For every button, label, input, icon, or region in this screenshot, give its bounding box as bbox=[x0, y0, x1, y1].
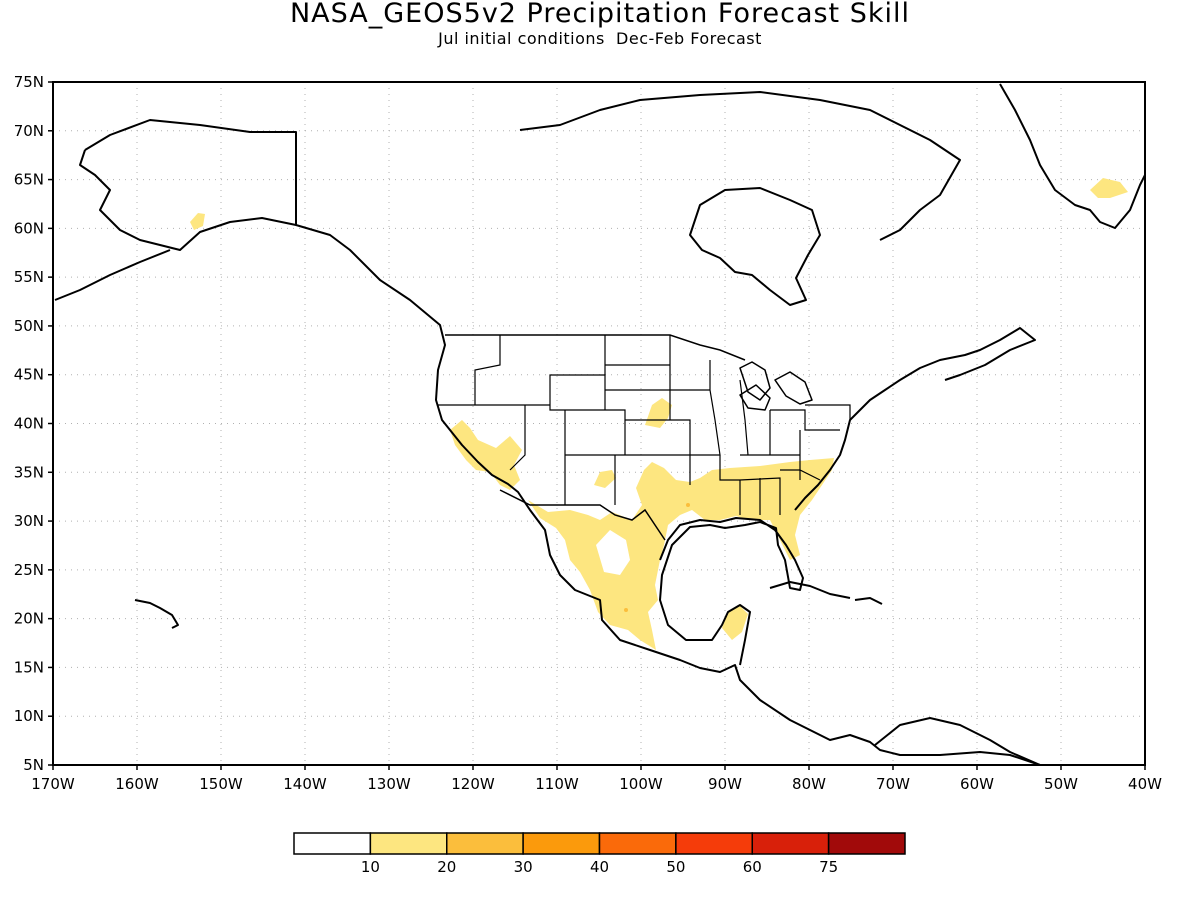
skill-region-yucatan bbox=[722, 606, 748, 640]
lon-label: 140W bbox=[283, 775, 327, 793]
colorbar-segment bbox=[827, 832, 906, 855]
colorbar-label: 60 bbox=[743, 858, 762, 876]
colorbar-label: 40 bbox=[590, 858, 609, 876]
coastlines bbox=[54, 83, 1146, 766]
colorbar-segment bbox=[751, 832, 830, 855]
skill-region-mexico bbox=[528, 458, 834, 650]
skill-region-alaska bbox=[190, 213, 205, 230]
border-us-canada bbox=[445, 334, 746, 361]
skill-region-california bbox=[450, 420, 522, 490]
lat-label: 20N bbox=[14, 610, 44, 628]
great-lakes bbox=[739, 361, 813, 411]
skill-shading bbox=[190, 178, 1128, 650]
lon-label: 120W bbox=[451, 775, 495, 793]
colorbar-segment bbox=[369, 832, 448, 855]
coastline-hawaii bbox=[134, 599, 179, 629]
colorbar-label: 20 bbox=[437, 858, 456, 876]
skill-region-greenland bbox=[1090, 178, 1128, 198]
coastline-south-america bbox=[874, 717, 1041, 766]
skill-region-new-mexico bbox=[594, 470, 616, 488]
lat-label: 25N bbox=[14, 561, 44, 579]
coastline-alaska-south bbox=[79, 149, 297, 251]
colorbar-label: 10 bbox=[361, 858, 380, 876]
lat-label: 15N bbox=[14, 658, 44, 676]
lat-label: 65N bbox=[14, 171, 44, 189]
lat-label: 70N bbox=[14, 122, 44, 140]
border-us-mexico bbox=[499, 489, 666, 541]
lon-label: 40W bbox=[1128, 775, 1162, 793]
lat-label: 75N bbox=[14, 73, 44, 91]
state-lines bbox=[438, 335, 851, 515]
lon-label: 160W bbox=[115, 775, 159, 793]
lon-label: 50W bbox=[1044, 775, 1078, 793]
colorbar-segment bbox=[446, 832, 524, 855]
coastline-west bbox=[84, 119, 1041, 766]
colorbar-label: 50 bbox=[666, 858, 685, 876]
axis-ticks bbox=[48, 81, 1146, 770]
colorbar-label: 75 bbox=[819, 858, 838, 876]
coastline-arctic bbox=[519, 91, 961, 241]
lon-label: 110W bbox=[535, 775, 579, 793]
coastline-hudson-bay bbox=[689, 187, 821, 306]
latitude-labels: 75N 70N 65N 60N 55N 50N 45N 40N 35N 30N 25N 20N 15N 1… bbox=[14, 73, 44, 774]
colorbar-segment bbox=[675, 832, 753, 855]
longitude-labels: 170W 160W 150W 140W 130W 120W 110W 100W 90W 80W 70… bbox=[31, 775, 1162, 793]
skill-point bbox=[686, 503, 690, 507]
lat-label: 35N bbox=[14, 463, 44, 481]
coastline-aleutians bbox=[54, 249, 171, 301]
coastline-hispaniola bbox=[854, 597, 883, 605]
coastline-cuba bbox=[769, 581, 851, 599]
lon-label: 100W bbox=[619, 775, 663, 793]
lat-label: 50N bbox=[14, 317, 44, 335]
skill-gap-mexico bbox=[596, 530, 630, 575]
lon-label: 150W bbox=[199, 775, 243, 793]
lon-label: 90W bbox=[708, 775, 742, 793]
colorbar-label: 30 bbox=[514, 858, 533, 876]
colorbar-segment bbox=[293, 832, 372, 855]
coastline-east bbox=[794, 327, 1036, 511]
lon-label: 80W bbox=[792, 775, 826, 793]
lon-label: 130W bbox=[367, 775, 411, 793]
lat-label: 60N bbox=[14, 219, 44, 237]
map-title: NASA_GEOS5v2 Precipitation Forecast Skil… bbox=[289, 0, 911, 29]
lat-label: 10N bbox=[14, 707, 44, 725]
lat-label: 30N bbox=[14, 512, 44, 530]
lat-label: 55N bbox=[14, 268, 44, 286]
coastline-greenland bbox=[999, 83, 1146, 229]
colorbar-segment bbox=[522, 832, 601, 855]
lat-label: 5N bbox=[23, 756, 44, 774]
lon-label: 170W bbox=[31, 775, 75, 793]
state-borders bbox=[295, 132, 851, 541]
map-subtitle: Jul initial conditions Dec-Feb Forecast bbox=[438, 29, 762, 48]
lat-label: 45N bbox=[14, 366, 44, 384]
coastline-gulf bbox=[659, 517, 804, 666]
lon-label: 70W bbox=[876, 775, 910, 793]
colorbar: 10 20 30 40 50 60 75 bbox=[293, 832, 906, 876]
colorbar-segment bbox=[598, 832, 677, 855]
lat-label: 40N bbox=[14, 415, 44, 433]
lon-label: 60W bbox=[960, 775, 994, 793]
skill-point bbox=[624, 608, 628, 612]
